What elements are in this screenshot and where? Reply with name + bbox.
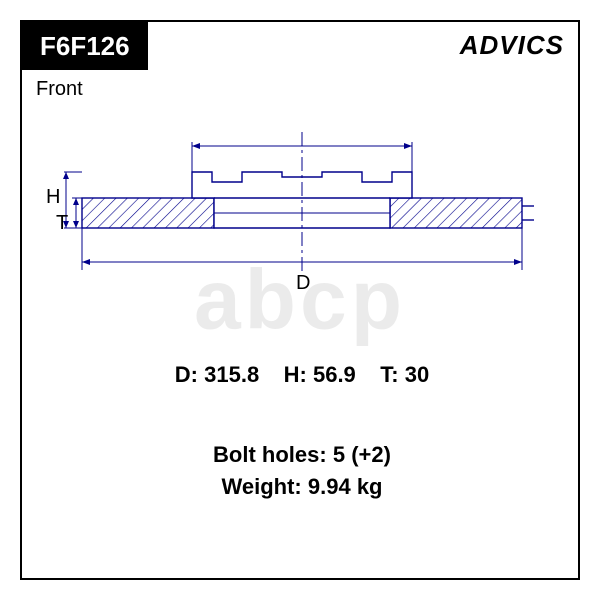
label-D: D — [296, 272, 310, 295]
bolt-holes-row: Bolt holes: 5 (+2) — [22, 442, 582, 468]
part-code: F6F126 — [22, 22, 148, 70]
header: F6F126 ADVICS — [22, 22, 578, 70]
label-H: H — [46, 186, 60, 209]
brand-logo: ADVICS — [460, 22, 578, 70]
position-label: Front — [36, 78, 83, 101]
dim-T: T: 30 — [380, 362, 429, 387]
dim-H: H: 56.9 — [284, 362, 356, 387]
diagram-frame: F6F126 ADVICS Front — [20, 20, 580, 580]
dim-D: D: 315.8 — [175, 362, 259, 387]
label-T: T — [56, 212, 68, 235]
dimensions-row: D: 315.8 H: 56.9 T: 30 — [22, 362, 582, 388]
weight-row: Weight: 9.94 kg — [22, 474, 582, 500]
